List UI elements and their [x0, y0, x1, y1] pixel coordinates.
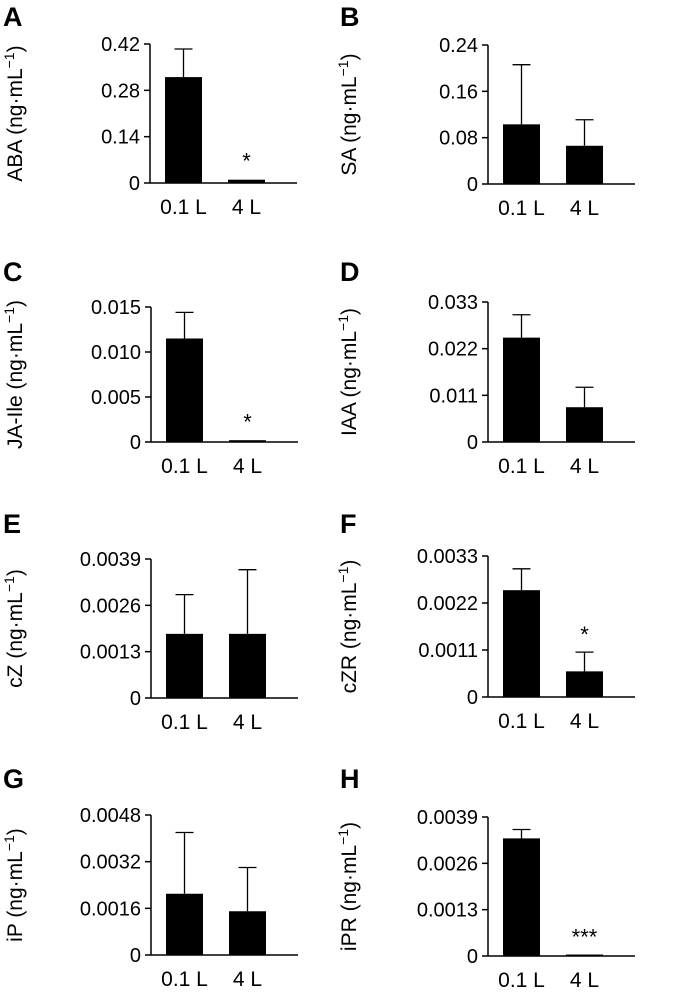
- bar-c-1: [229, 440, 266, 442]
- panel-f: F 0 0.0011 0.0022 0.0033 0.1 L 4 L * cZR (ng·mL−…: [335, 509, 635, 733]
- panel-e: E 0 0.0013 0.0026 0.0039 0.1 L 4 L cZ (ng·mL−1): [1, 509, 298, 734]
- y-tick-label-a-2: 0.28: [101, 80, 140, 102]
- category-label-a-1: 4 L: [232, 196, 261, 219]
- y-axis-label-c: JA-Ile (ng·mL−1): [1, 300, 27, 449]
- y-tick-label-d-0: 0: [467, 432, 478, 454]
- bar-g-0: [166, 893, 203, 955]
- y-tick-label-c-2: 0.010: [91, 342, 141, 364]
- category-label-e-0: 0.1 L: [161, 711, 208, 734]
- bar-b-0: [503, 124, 540, 184]
- bar-f-1: [566, 671, 603, 697]
- category-label-d-0: 0.1 L: [498, 455, 545, 478]
- category-label-h-0: 0.1 L: [498, 969, 545, 992]
- y-tick-label-g-3: 0.0048: [80, 805, 141, 827]
- y-tick-label-e-0: 0: [130, 688, 141, 710]
- y-tick-label-a-0: 0: [129, 173, 140, 195]
- category-label-b-1: 4 L: [570, 197, 599, 220]
- bar-f-0: [503, 590, 540, 697]
- significance-c-1: *: [243, 409, 252, 434]
- bar-c-0: [166, 338, 203, 442]
- significance-f-1: *: [580, 622, 589, 647]
- y-tick-label-e-2: 0.0026: [80, 595, 141, 617]
- bar-b-1: [566, 145, 603, 184]
- y-tick-label-e-1: 0.0013: [80, 642, 141, 664]
- panel-letter-d: D: [340, 257, 360, 287]
- category-label-g-1: 4 L: [233, 968, 262, 991]
- category-label-f-1: 4 L: [570, 710, 599, 733]
- y-tick-label-c-0: 0: [130, 432, 141, 454]
- y-axis-label-g: iP (ng·mL−1): [1, 828, 27, 942]
- y-tick-label-d-3: 0.033: [428, 292, 478, 314]
- y-tick-label-a-1: 0.14: [101, 127, 140, 149]
- y-axis-label-f: cZR (ng·mL−1): [335, 560, 361, 694]
- y-tick-label-g-0: 0: [130, 945, 141, 967]
- bar-h-1: [566, 954, 603, 956]
- panel-letter-c: C: [3, 257, 23, 287]
- panel-c: C 0 0.005 0.010 0.015 0.1 L 4 L * JA-Ile (ng·mL−…: [1, 257, 298, 478]
- panel-a: A 0 0.14 0.28 0.42 0.1 L 4 L * ABA (ng·mL−1): [1, 2, 297, 219]
- y-tick-label-h-0: 0: [467, 946, 478, 968]
- category-label-g-0: 0.1 L: [161, 968, 208, 991]
- category-label-d-1: 4 L: [570, 455, 599, 478]
- panel-h: H 0 0.0013 0.0026 0.0039 0.1 L 4 L *** iPR (ng·m…: [335, 764, 635, 992]
- y-tick-label-b-3: 0.24: [439, 35, 478, 57]
- significance-h-1: ***: [572, 925, 598, 950]
- panel-b: B 0 0.08 0.16 0.24 0.1 L 4 L SA (ng·mL−1): [335, 2, 635, 220]
- category-label-b-0: 0.1 L: [498, 197, 545, 220]
- panel-letter-b: B: [340, 2, 360, 32]
- bar-g-1: [229, 911, 266, 955]
- y-tick-label-f-0: 0: [467, 687, 478, 709]
- panel-letter-g: G: [3, 764, 24, 794]
- y-tick-label-f-1: 0.0011: [418, 640, 478, 662]
- category-label-a-0: 0.1 L: [160, 196, 207, 219]
- bar-d-0: [503, 337, 540, 442]
- y-tick-label-g-1: 0.0016: [80, 898, 141, 920]
- panel-letter-e: E: [3, 509, 21, 539]
- y-tick-label-b-2: 0.16: [439, 81, 478, 103]
- y-tick-label-h-1: 0.0013: [417, 900, 478, 922]
- y-tick-label-b-1: 0.08: [439, 128, 478, 150]
- bar-a-1: [228, 179, 265, 183]
- bar-h-0: [503, 838, 540, 956]
- y-tick-label-a-3: 0.42: [101, 34, 140, 56]
- y-tick-label-h-3: 0.0039: [417, 807, 478, 829]
- category-label-f-0: 0.1 L: [498, 710, 545, 733]
- y-tick-label-f-3: 0.0033: [417, 546, 478, 568]
- y-tick-label-f-2: 0.0022: [417, 593, 478, 615]
- category-label-h-1: 4 L: [570, 969, 599, 992]
- y-tick-label-h-2: 0.0026: [417, 853, 478, 875]
- y-tick-label-c-3: 0.015: [91, 297, 141, 319]
- y-axis-label-b: SA (ng·mL−1): [335, 53, 361, 175]
- category-label-c-1: 4 L: [233, 455, 262, 478]
- category-label-e-1: 4 L: [233, 711, 262, 734]
- y-tick-label-d-1: 0.011: [429, 385, 478, 407]
- panel-g: G 0 0.0016 0.0032 0.0048 0.1 L 4 L iP (ng·mL−1): [1, 764, 298, 991]
- significance-a-1: *: [242, 149, 251, 174]
- y-tick-label-e-3: 0.0039: [80, 549, 141, 571]
- panel-d: D 0 0.011 0.022 0.033 0.1 L 4 L IAA (ng·mL−1): [335, 257, 635, 478]
- y-tick-label-c-1: 0.005: [91, 387, 141, 409]
- y-tick-label-d-2: 0.022: [428, 339, 478, 361]
- y-tick-label-g-2: 0.0032: [80, 852, 141, 874]
- y-tick-label-b-0: 0: [467, 174, 478, 196]
- y-axis-label-e: cZ (ng·mL−1): [1, 569, 27, 688]
- panel-letter-a: A: [3, 2, 23, 32]
- bar-d-1: [566, 407, 603, 442]
- y-axis-label-d: IAA (ng·mL−1): [335, 308, 361, 436]
- panel-letter-h: H: [340, 764, 360, 794]
- category-label-c-0: 0.1 L: [161, 455, 208, 478]
- bar-a-0: [165, 77, 202, 183]
- bar-e-1: [229, 633, 266, 698]
- y-axis-label-h: iPR (ng·mL−1): [335, 822, 361, 951]
- panel-letter-f: F: [340, 509, 357, 539]
- y-axis-label-a: ABA (ng·mL−1): [1, 45, 27, 181]
- bar-e-0: [166, 633, 203, 698]
